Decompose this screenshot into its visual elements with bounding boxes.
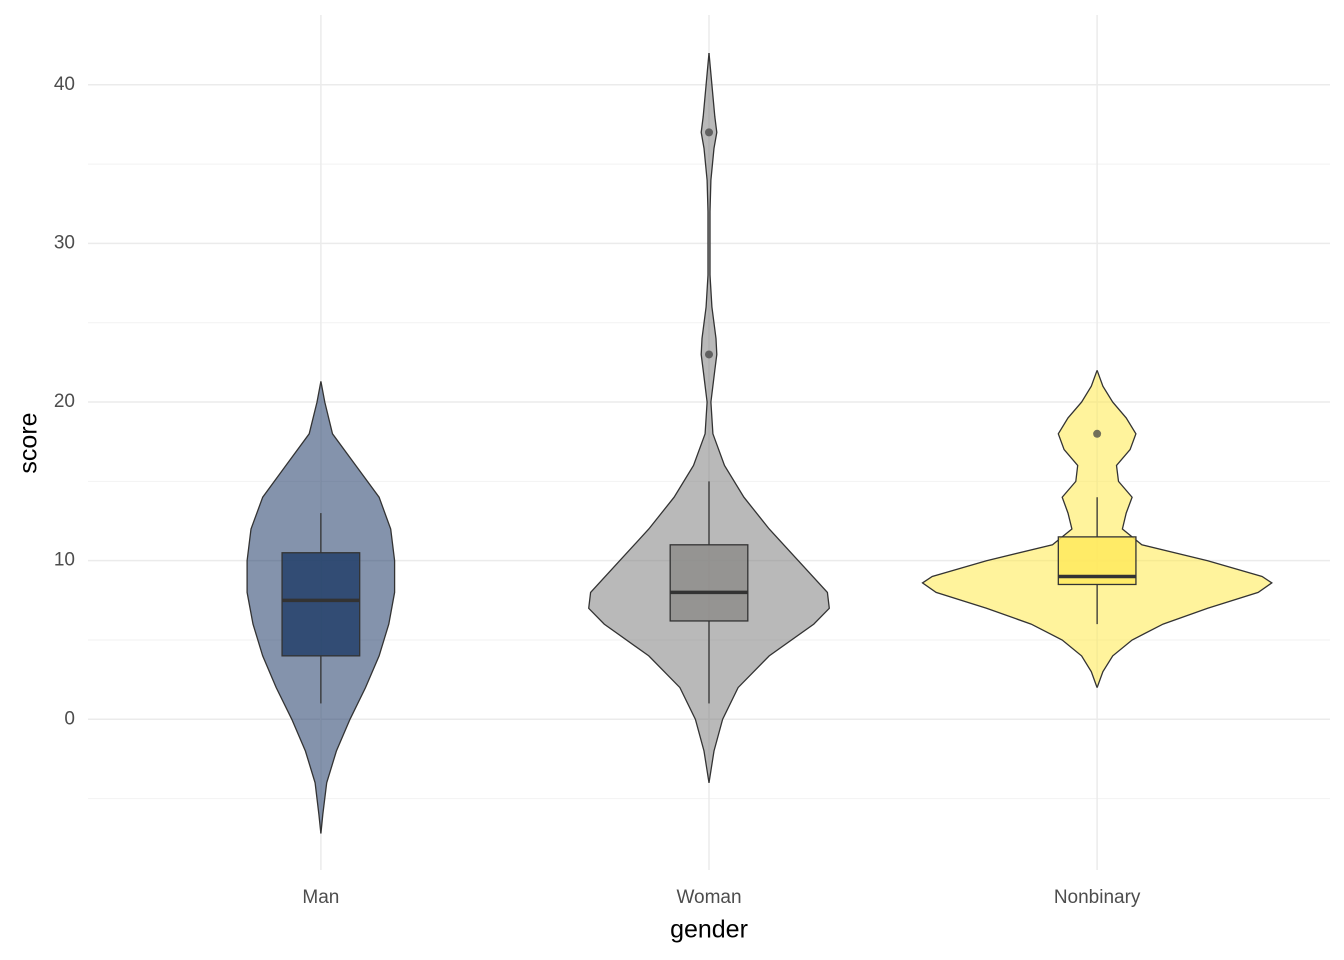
y-tick-label: 20 — [54, 391, 75, 412]
y-tick-label: 10 — [54, 550, 75, 571]
box — [281, 552, 361, 657]
y-tick-label: 0 — [64, 708, 75, 729]
x-tick-label: Nonbinary — [1054, 887, 1141, 908]
y-tick-label: 40 — [54, 74, 75, 95]
x-tick-label: Man — [302, 887, 339, 908]
outlier — [705, 350, 713, 359]
box — [669, 544, 749, 622]
y-axis-title: score — [15, 412, 43, 473]
outlier — [1093, 429, 1102, 438]
violin-half — [708, 53, 830, 783]
violin-half — [588, 53, 710, 783]
x-axis-title: gender — [670, 916, 748, 944]
y-tick-label: 30 — [54, 232, 75, 253]
x-tick-label: Woman — [676, 887, 741, 908]
outlier — [705, 128, 713, 137]
plot-marks — [246, 53, 1273, 834]
